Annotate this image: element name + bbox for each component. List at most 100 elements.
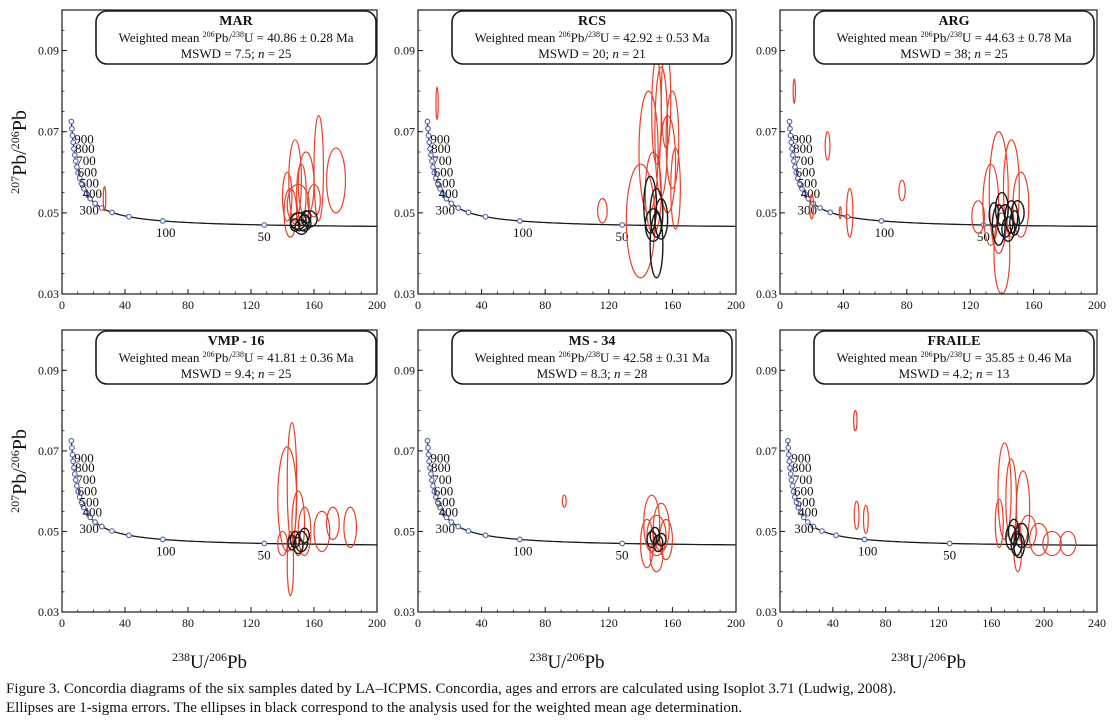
- age-label-500: 500: [798, 176, 818, 191]
- x-tick-label: 160: [982, 616, 1000, 630]
- sample-name: MS - 34: [569, 334, 616, 349]
- concordia-age-marker: [786, 118, 793, 125]
- concordia-age-marker: [427, 152, 434, 158]
- concordia-age-marker: [427, 464, 433, 471]
- concordia-age-marker: [126, 213, 132, 220]
- concordia-age-marker: [439, 509, 446, 516]
- age-label-500: 500: [436, 176, 456, 191]
- y-label-superscript: 206: [8, 450, 22, 468]
- isotope-text: U =: [244, 350, 267, 365]
- concordia-age-marker: [465, 209, 472, 216]
- x-label-text: U/: [547, 652, 567, 673]
- rejected-analysis-ellipse: [325, 147, 347, 214]
- x-tick-label: 200: [1088, 298, 1106, 312]
- concordia-age-marker: [448, 519, 455, 525]
- concordia-age-marker: [426, 139, 433, 146]
- mswd-prefix: MSWD =: [900, 46, 954, 61]
- concordia-age-marker: [861, 536, 868, 543]
- y-tick-label: 0.03: [38, 287, 59, 301]
- concordia-age-marker: [804, 519, 811, 525]
- concordia-age-marker: [482, 532, 489, 539]
- rejected-analysis-ellipse: [277, 530, 288, 557]
- concordia-curve: [788, 119, 1097, 228]
- concordia-age-marker: [83, 509, 90, 516]
- age-label-600: 600: [796, 165, 816, 180]
- concordia-age-marker: [443, 514, 450, 521]
- separator: ;: [968, 46, 975, 61]
- y-axis-label: 207Pb/206Pb: [8, 110, 31, 194]
- rejected-analysis-ellipse: [561, 494, 567, 508]
- concordia-age-marker: [455, 523, 462, 530]
- concordia-age-marker: [73, 164, 80, 170]
- rejected-analysis-ellipse: [286, 422, 298, 545]
- x-label-text: Pb: [946, 652, 966, 673]
- age-info-box: [451, 330, 733, 385]
- n-symbol: n: [976, 366, 983, 381]
- rejected-analysis-ellipse: [1059, 530, 1077, 557]
- mswd-value: 7.5: [235, 46, 251, 61]
- n-symbol: n: [612, 46, 619, 61]
- age-label-600: 600: [434, 484, 454, 499]
- x-tick-label: 0: [777, 298, 783, 312]
- rejected-analysis-ellipse: [286, 530, 295, 597]
- age-label-900: 900: [792, 132, 812, 147]
- x-tick-label: 120: [600, 298, 618, 312]
- y-tick-label: 0.05: [756, 206, 777, 220]
- concordia-age-marker: [68, 437, 75, 444]
- rejected-analysis-ellipse: [281, 171, 293, 222]
- concordia-age-marker: [878, 218, 885, 224]
- concordia-age-marker: [76, 494, 83, 500]
- concordia-age-marker: [844, 213, 851, 220]
- x-tick-label: 160: [663, 298, 681, 312]
- x-label-superscript: 206: [928, 650, 946, 664]
- concordia-age-marker: [87, 514, 94, 521]
- concordia-curve: [787, 439, 1097, 546]
- separator: ;: [606, 46, 613, 61]
- sample-name: ARG: [938, 14, 969, 29]
- caption-line-1: Figure 3. Concordia diagrams of the six …: [6, 681, 897, 697]
- x-label-text: U/: [190, 652, 210, 673]
- y-tick-label: 0.05: [394, 524, 415, 538]
- concordia-age-marker: [787, 471, 794, 477]
- y-tick-label: 0.03: [394, 287, 415, 301]
- concordia-age-marker: [793, 169, 800, 176]
- accepted-analysis-ellipse: [649, 212, 664, 279]
- age-label-50: 50: [616, 547, 629, 562]
- weighted-mean-line: Weighted mean 206Pb/238U = 42.92 ± 0.53 …: [475, 30, 710, 45]
- concordia-age-marker: [793, 499, 800, 506]
- isotope-text: Pb/: [571, 30, 589, 45]
- x-tick-label: 40: [837, 298, 849, 312]
- isotope-superscript: 238: [232, 30, 244, 39]
- concordia-age-marker: [431, 488, 438, 495]
- x-tick-label: 40: [476, 616, 488, 630]
- accepted-analysis-ellipse: [1001, 216, 1016, 242]
- rejected-analysis-ellipse: [288, 139, 303, 222]
- concordia-age-marker: [427, 471, 434, 477]
- concordia-age-marker: [428, 158, 435, 165]
- concordia-age-marker: [425, 444, 431, 451]
- concordia-age-marker: [71, 145, 77, 152]
- concordia-age-marker: [72, 158, 79, 165]
- age-label-600: 600: [434, 165, 454, 180]
- mswd-value: 8.3: [591, 366, 607, 381]
- n-value: 25: [278, 366, 291, 381]
- concordia-age-marker: [800, 514, 807, 521]
- age-label-50: 50: [258, 547, 271, 562]
- n-symbol: n: [974, 46, 981, 61]
- isotope-text: Pb/: [933, 350, 951, 365]
- y-tick-label: 0.07: [756, 125, 777, 139]
- mswd-prefix: MSWD =: [899, 366, 953, 381]
- x-tick-label: 80: [880, 616, 892, 630]
- isotope-superscript: 206: [203, 350, 215, 359]
- concordia-age-marker: [432, 494, 439, 500]
- age-label-500: 500: [796, 494, 816, 509]
- concordia-age-marker: [87, 195, 94, 202]
- n-symbol: n: [258, 46, 265, 61]
- accepted-analysis-ellipse: [1014, 522, 1030, 549]
- mswd-line: MSWD = 20; n = 21: [538, 46, 646, 61]
- sample-name: FRAILE: [928, 334, 981, 349]
- age-label-100: 100: [156, 543, 176, 558]
- concordia-age-marker: [439, 190, 446, 197]
